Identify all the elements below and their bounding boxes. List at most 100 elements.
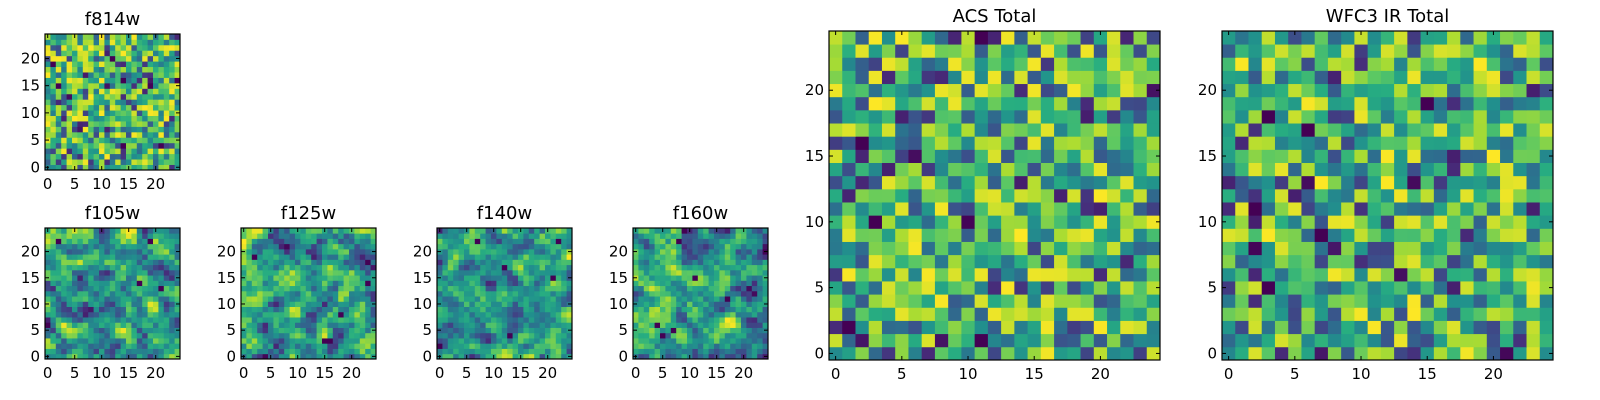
heatmap-cell [1146,333,1161,348]
heatmap-cell [908,254,923,269]
heatmap-cell [1513,162,1527,177]
heatmap-cell [93,238,100,245]
heatmap-cell [534,311,540,318]
heatmap-cell [855,228,870,242]
heatmap-cell [654,248,661,255]
heatmap-cell [109,148,116,155]
heatmap-cell [126,104,132,111]
heatmap-cell [730,301,736,307]
heatmap-cell [1054,202,1068,216]
heatmap-cell [45,311,51,318]
heatmap-cell [512,285,519,292]
heatmap-cell [697,353,704,360]
heatmap-cell [1133,83,1148,98]
heatmap-cell [550,311,557,318]
y-tick-label: 5 [814,279,824,297]
heatmap-cell [1407,162,1421,177]
heatmap-cell [730,338,736,344]
heatmap-cell [730,353,736,360]
heatmap-cell [474,248,481,255]
heatmap-cell [1407,96,1421,111]
heatmap-cell [1288,31,1302,45]
heatmap-cell [741,275,747,281]
heatmap-cell [703,296,709,302]
heatmap-cell [82,275,89,281]
heatmap-cell [703,243,709,250]
heatmap-cell [126,99,132,106]
heatmap-cell [61,332,67,339]
heatmap-cell [724,348,731,355]
heatmap-cell [746,301,753,307]
heatmap-cell [1301,149,1316,163]
heatmap-cell [469,322,476,328]
heatmap-cell [1248,57,1263,71]
heatmap-cell [174,121,181,127]
heatmap-cell [1394,333,1408,348]
panel-title: f125w [281,203,336,224]
heatmap-cell [246,348,253,355]
heatmap-cell [66,228,73,234]
heatmap-cell [746,327,753,334]
panel-title: f140w [477,203,532,224]
heatmap-cell [746,280,753,287]
heatmap-cell [343,280,350,287]
heatmap-cell [762,243,769,250]
heatmap-cell [948,281,962,295]
heatmap-cell [1460,123,1474,137]
heatmap-cell [262,243,269,250]
heatmap-cell [295,322,301,328]
heatmap-cell [169,148,175,155]
heatmap-cell [633,338,639,344]
heatmap-cell [453,301,459,307]
heatmap-cell [1513,294,1527,308]
heatmap-cell [1027,333,1042,348]
heatmap-cell [458,233,465,239]
heatmap-cell [1040,307,1055,321]
heatmap-cell [174,264,181,271]
heatmap-cell [88,306,94,313]
heatmap-cell [1354,294,1369,308]
heatmap-cell [305,306,312,313]
heatmap-cell [1367,109,1382,124]
heatmap-cell [437,338,443,344]
heatmap-cell [447,306,454,313]
heatmap-cell [174,159,181,165]
heatmap-cell [1054,70,1068,85]
heatmap-cell [66,104,73,111]
heatmap-cell [61,269,67,276]
heatmap-cell [136,290,143,297]
heatmap-cell [550,322,557,328]
heatmap-cell [115,238,121,245]
heatmap-cell [523,348,530,355]
heatmap-cell [1261,83,1276,98]
heatmap-cell [1513,70,1527,85]
heatmap-cell [66,39,73,46]
heatmap-cell [158,238,165,245]
heatmap-cell [169,248,175,255]
heatmap-cell [115,243,121,250]
heatmap-cell [1040,162,1055,177]
heatmap-cell [442,290,449,297]
heatmap-cell [528,238,535,245]
heatmap-cell [948,241,962,256]
heatmap-cell [523,317,530,323]
heatmap-cell [708,296,715,302]
heatmap-cell [665,301,672,307]
heatmap-cell [349,301,355,307]
heatmap-cell [735,343,742,349]
heatmap-cell [104,311,111,318]
heatmap-cell [55,131,62,138]
heatmap-cell [654,280,661,287]
heatmap-cell [762,311,769,318]
heatmap-cell [762,332,769,339]
heatmap-cell [491,317,497,323]
heatmap-cell [961,136,976,150]
heatmap-cell [120,104,127,111]
x-tick-label: 15 [1025,365,1044,383]
heatmap-cell [1248,188,1263,203]
heatmap-cell [464,301,470,307]
heatmap-cell [469,332,476,339]
heatmap-cell [1513,109,1527,124]
heatmap-cell [1261,188,1276,203]
heatmap-cell [72,99,78,106]
